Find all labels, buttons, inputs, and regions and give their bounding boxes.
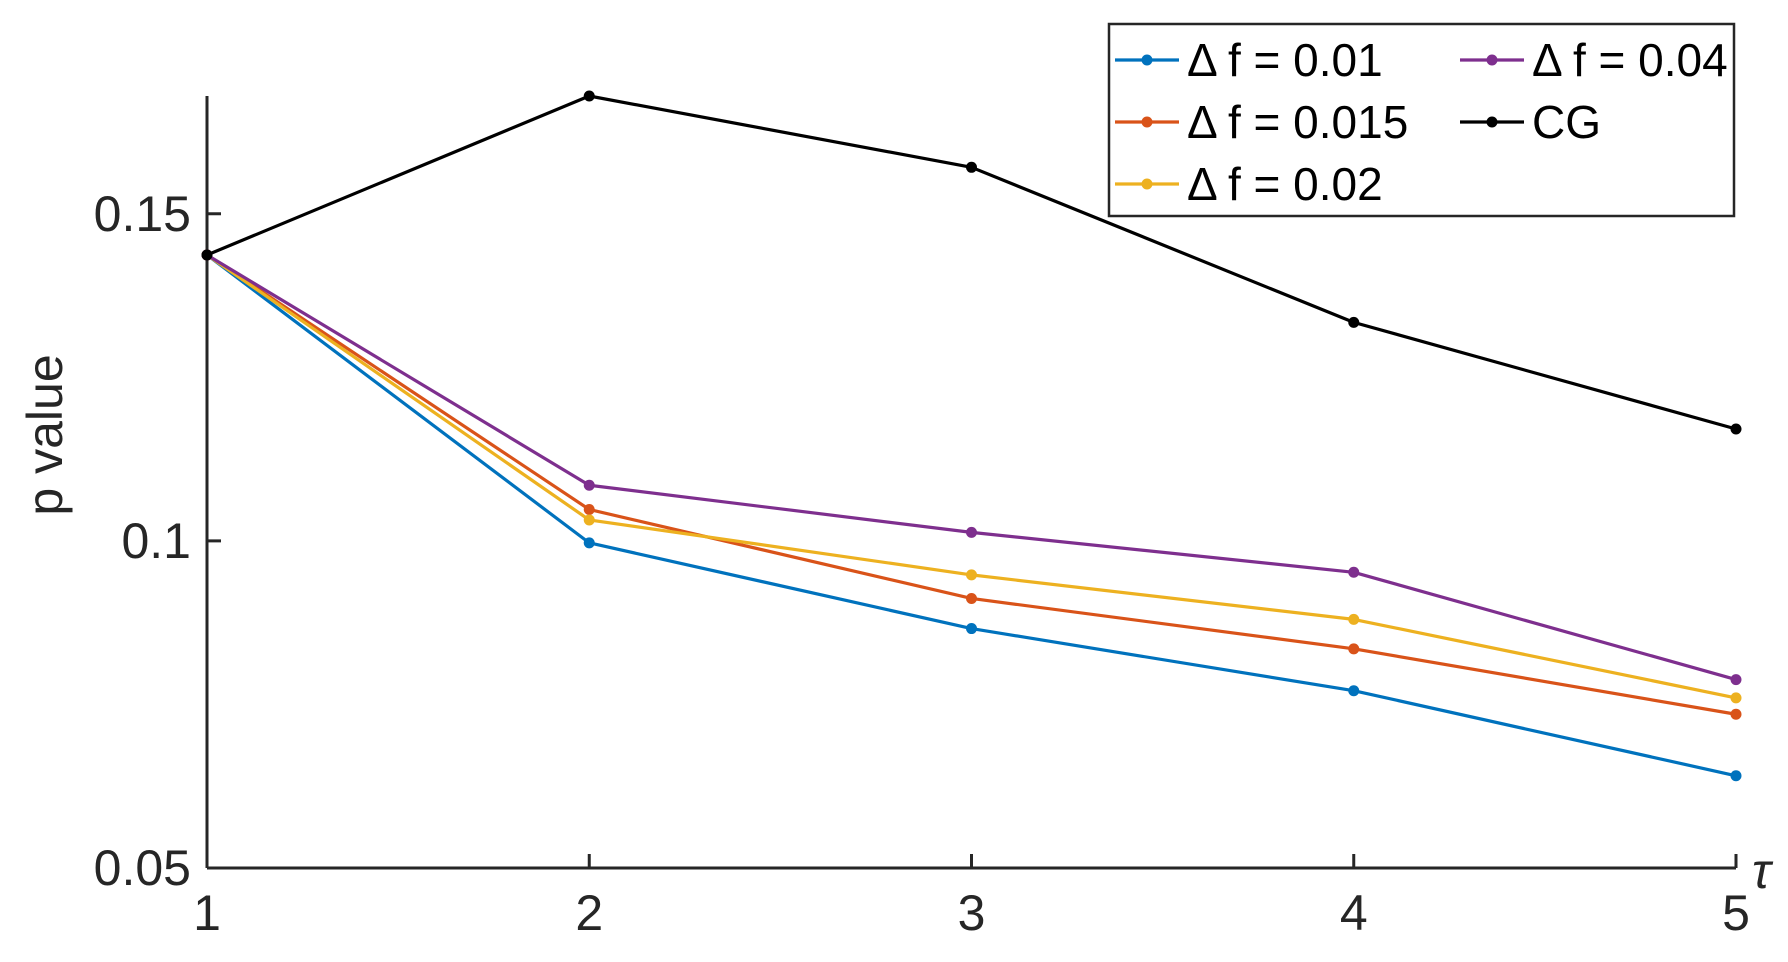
legend-box: [1107, 22, 1736, 218]
legend: Δ f = 0.01 Δ f = 0.015 Δ f = 0.02 Δ f = 0.0…: [1107, 22, 1736, 218]
x-tick-label: 2: [575, 885, 603, 941]
legend-item-0: Δ f = 0.01: [1115, 34, 1383, 86]
legend-item-4: CG: [1460, 96, 1601, 148]
legend-swatch-marker: [1141, 116, 1153, 128]
legend-label: Δ f = 0.04: [1532, 34, 1728, 86]
data-point: [583, 90, 595, 102]
data-point: [583, 514, 595, 526]
x-axis-label: τ: [1752, 843, 1774, 899]
data-point: [201, 249, 213, 261]
legend-item-2: Δ f = 0.02: [1115, 158, 1383, 210]
series-2: [201, 249, 1742, 704]
y-tick-label: 0.05: [94, 840, 191, 896]
legend-item-1: Δ f = 0.015: [1115, 96, 1408, 148]
data-point: [1730, 674, 1742, 686]
data-point: [966, 592, 977, 604]
legend-label: Δ f = 0.02: [1187, 158, 1383, 210]
y-tick-label: 0.15: [94, 186, 191, 242]
data-point: [1348, 566, 1360, 578]
series-line: [206, 253, 1737, 682]
legend-label: CG: [1532, 96, 1601, 148]
series-3: [201, 249, 1742, 686]
x-tick-label: 1: [193, 885, 221, 941]
data-point: [1730, 423, 1742, 435]
data-point: [1730, 708, 1742, 720]
axes: 1 2 3 4 5 0.05 0.1 0.15: [94, 96, 1750, 941]
data-point: [966, 569, 977, 581]
x-tick-label: 3: [958, 885, 986, 941]
legend-label: Δ f = 0.01: [1187, 34, 1383, 86]
data-point: [1348, 316, 1360, 328]
data-point: [966, 526, 977, 538]
data-point: [966, 161, 977, 173]
data-point: [1730, 692, 1742, 704]
series-0: [201, 249, 1742, 782]
legend-swatch-marker: [1141, 54, 1153, 66]
x-tick-label: 5: [1722, 885, 1750, 941]
legend-swatch-marker: [1486, 54, 1498, 66]
series-line: [206, 253, 1737, 778]
data-point: [966, 623, 977, 635]
legend-swatch-marker: [1486, 116, 1498, 128]
y-tick-label: 0.1: [121, 513, 191, 569]
data-point: [1348, 613, 1360, 625]
series-line: [206, 253, 1737, 716]
legend-swatch-marker: [1141, 178, 1153, 190]
data-point: [1348, 685, 1360, 697]
data-point: [583, 537, 595, 549]
legend-label: Δ f = 0.015: [1187, 96, 1408, 148]
series-layer: [201, 90, 1742, 782]
series-1: [201, 249, 1742, 720]
x-tick-label: 4: [1340, 885, 1368, 941]
legend-item-3: Δ f = 0.04: [1460, 34, 1728, 86]
data-point: [583, 479, 595, 491]
series-4: [201, 90, 1742, 435]
data-point: [583, 503, 595, 515]
y-axis-label: p value: [17, 354, 73, 515]
data-point: [1348, 643, 1360, 655]
data-point: [1730, 770, 1742, 782]
